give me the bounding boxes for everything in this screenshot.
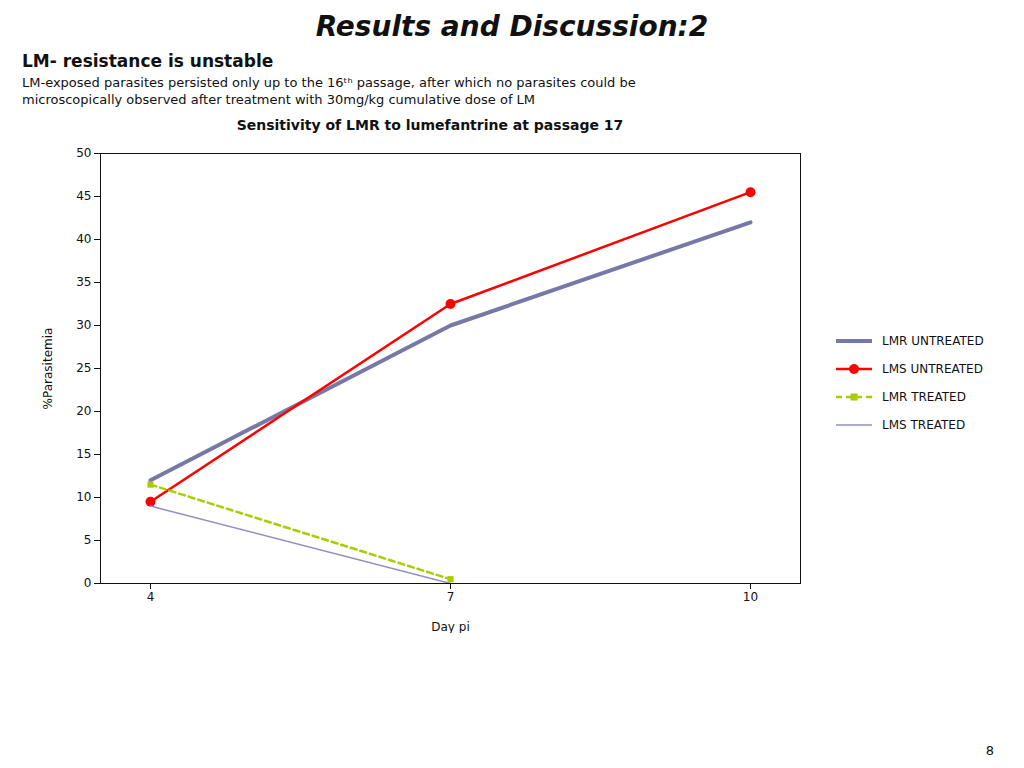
svg-text:40: 40 bbox=[76, 232, 91, 246]
html-text:Results and Discussion:2: Results and Discussion:2 bbox=[315, 10, 709, 43]
html-text:LMR UNTREATED: LMR UNTREATED bbox=[882, 334, 984, 348]
svg-text:7: 7 bbox=[447, 590, 455, 604]
svg-text:15: 15 bbox=[76, 447, 91, 461]
html-text:LM- resistance is unstable: LM- resistance is unstable bbox=[22, 51, 274, 71]
html-text:LMS TREATED: LMS TREATED bbox=[882, 418, 966, 432]
html-text:microscopically observed after: microscopically observed after treatment… bbox=[22, 92, 536, 107]
svg-text:10: 10 bbox=[743, 590, 758, 604]
svg-text:30: 30 bbox=[76, 318, 91, 332]
svg-text:50: 50 bbox=[76, 146, 91, 160]
svg-text:5: 5 bbox=[84, 533, 92, 547]
svg-text:45: 45 bbox=[76, 189, 91, 203]
svg-text:25: 25 bbox=[76, 361, 91, 375]
html-text:Sensitivity of LMR to lumefant: Sensitivity of LMR to lumefantrine at pa… bbox=[236, 117, 624, 133]
html-text:LMS UNTREATED: LMS UNTREATED bbox=[882, 362, 983, 376]
svg-text:0: 0 bbox=[84, 576, 92, 590]
svg-text:%Parasitemia: %Parasitemia bbox=[41, 328, 55, 410]
html-text:LM-exposed parasites persisted: LM-exposed parasites persisted only up t… bbox=[22, 75, 636, 90]
html-text:LMR TREATED: LMR TREATED bbox=[882, 390, 966, 404]
svg-text:35: 35 bbox=[76, 275, 91, 289]
html-text:8: 8 bbox=[985, 743, 994, 758]
svg-text:10: 10 bbox=[76, 490, 91, 504]
svg-text:20: 20 bbox=[76, 404, 91, 418]
svg-text:4: 4 bbox=[147, 590, 155, 604]
svg-text:Day pi: Day pi bbox=[431, 620, 469, 634]
